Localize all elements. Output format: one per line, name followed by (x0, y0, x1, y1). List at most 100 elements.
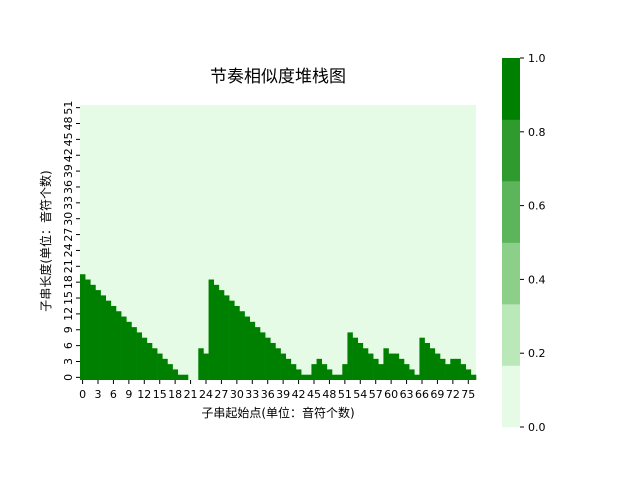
heatmap-column (414, 374, 420, 380)
heatmap-column (90, 284, 96, 380)
heatmap-column (260, 332, 266, 380)
y-tick-label: 0 (62, 374, 75, 381)
heatmap-column (357, 342, 364, 380)
heatmap-column (347, 332, 353, 380)
heatmap-column (126, 321, 132, 380)
colorbar-tick-label: 0.4 (528, 273, 546, 286)
heatmap-column (172, 369, 179, 380)
heatmap-column (198, 348, 204, 380)
heatmap-column (244, 316, 251, 380)
x-tick-label: 72 (446, 388, 460, 401)
y-tick-label: 51 (62, 101, 75, 115)
heatmap-column (311, 364, 317, 380)
heatmap-column (280, 353, 287, 380)
x-axis-label: 子串起始点(单位：音符个数) (201, 405, 354, 420)
y-tick-label: 45 (62, 132, 75, 146)
heatmap-column (141, 337, 148, 380)
heatmap-column (434, 353, 441, 380)
y-tick-label: 33 (62, 196, 75, 210)
x-tick-label: 42 (292, 388, 306, 401)
heatmap-column (332, 374, 338, 380)
heatmap-column (146, 342, 153, 380)
x-tick-label: 75 (461, 388, 475, 401)
colorbar-segment (502, 365, 520, 428)
heatmap-column (290, 364, 297, 380)
x-tick-label: 57 (369, 388, 383, 401)
y-tick-label: 9 (62, 326, 75, 333)
y-tick-label: 21 (62, 259, 75, 273)
heatmap-column (388, 353, 395, 380)
heatmap-column (285, 358, 292, 380)
colorbar-segment (502, 304, 520, 366)
heatmap-column (229, 300, 235, 380)
heatmap-column (100, 295, 107, 380)
heatmap-column (362, 348, 369, 380)
colorbar-tick-label: 0.0 (528, 421, 546, 434)
heatmap-column (398, 358, 405, 380)
x-tick-label: 48 (322, 388, 336, 401)
heatmap-column (85, 279, 91, 380)
heatmap-column (404, 364, 410, 380)
heatmap-column (224, 295, 230, 380)
heatmap-column (270, 342, 276, 380)
colorbar-tick-label: 1.0 (528, 52, 546, 65)
heatmap-column (460, 364, 467, 380)
y-axis-label: 子串长度(单位：音符个数) (38, 170, 53, 311)
heatmap-column (470, 374, 477, 380)
heatmap-column (352, 337, 359, 380)
heatmap-column (177, 374, 184, 380)
heatmap-column (337, 374, 343, 380)
y-tick-label: 27 (62, 228, 75, 242)
y-tick-label: 15 (62, 291, 75, 305)
heatmap-column (368, 353, 374, 380)
heatmap-column (450, 358, 456, 380)
x-tick-label: 24 (199, 388, 213, 401)
y-tick-label: 36 (62, 180, 75, 194)
y-tick-label: 42 (62, 148, 75, 162)
x-tick-label: 36 (261, 388, 275, 401)
heatmap-column (465, 369, 472, 380)
y-tick-label: 3 (62, 358, 75, 365)
heatmap-column (296, 369, 302, 380)
x-tick-label: 6 (110, 388, 117, 401)
heatmap-column (152, 348, 158, 380)
heatmap-column (131, 327, 137, 380)
x-tick-label: 45 (307, 388, 321, 401)
heatmap-column (157, 353, 163, 380)
heatmap-column (203, 353, 209, 380)
heatmap-column (373, 358, 379, 380)
heatmap-column (275, 348, 281, 380)
y-tick-label: 30 (62, 212, 75, 226)
y-tick-label: 18 (62, 275, 75, 289)
x-tick-label: 69 (430, 388, 444, 401)
x-tick-label: 12 (137, 388, 151, 401)
heatmap-column (419, 337, 425, 380)
heatmap-cells (80, 274, 477, 380)
x-tick-label: 54 (353, 388, 367, 401)
colorbar-tick-label: 0.6 (528, 200, 546, 213)
heatmap-column (239, 311, 245, 380)
heatmap-column (342, 364, 348, 380)
heatmap-column (116, 311, 122, 380)
x-tick-label: 27 (214, 388, 228, 401)
heatmap-column (455, 358, 461, 380)
heatmap-column (121, 316, 127, 380)
heatmap-column (136, 332, 143, 380)
heatmap-column (208, 279, 215, 380)
x-tick-label: 33 (245, 388, 259, 401)
x-tick-label: 51 (338, 388, 352, 401)
x-tick-label: 66 (415, 388, 429, 401)
heatmap-column (234, 305, 240, 380)
x-axis: 0 3 6 9 12 15 18 21 24 27 30 33 36 39 42 45 48 51 54 57 60 63… (79, 380, 475, 401)
heatmap-column (306, 374, 312, 380)
heatmap-column (162, 358, 168, 380)
heatmap-column (321, 364, 328, 380)
heatmap-column (393, 353, 400, 380)
heatmap-column (326, 369, 333, 380)
heatmap-column (80, 274, 86, 380)
heatmap-column (409, 369, 415, 380)
x-tick-label: 30 (230, 388, 244, 401)
x-tick-label: 15 (153, 388, 167, 401)
chart-title: 节奏相似度堆栈图 (210, 67, 346, 87)
